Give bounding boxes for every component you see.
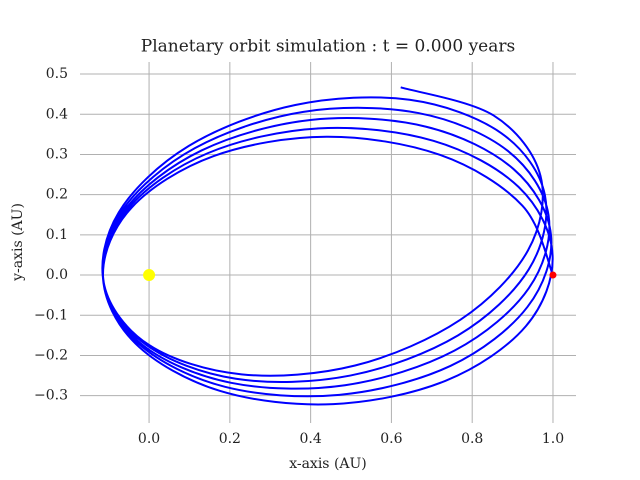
y-tick-label: 0.5 <box>46 66 68 82</box>
x-tick-label: 0.6 <box>380 431 402 447</box>
point <box>549 271 557 279</box>
y-tick-label: 0.1 <box>46 227 68 243</box>
x-tick-label: 0.4 <box>299 431 321 447</box>
x-axis-label: x-axis (AU) <box>289 456 367 472</box>
x-tick-label: 0.2 <box>219 431 241 447</box>
y-tick-label: −0.2 <box>34 347 68 363</box>
orbit-line <box>101 86 554 406</box>
x-tick-label: 0.0 <box>138 431 160 447</box>
y-tick-label: 0.3 <box>46 146 68 162</box>
point <box>143 269 156 282</box>
y-axis-label: y-axis (AU) <box>10 203 26 282</box>
y-tick-label: 0.0 <box>46 267 68 283</box>
y-tick-label: 0.2 <box>46 187 68 203</box>
chart-title: Planetary orbit simulation : t = 0.000 y… <box>141 37 515 57</box>
x-tick-label: 1.0 <box>542 431 564 447</box>
y-tick-label: −0.3 <box>34 388 68 404</box>
y-tick-label: −0.1 <box>34 307 68 323</box>
x-tick-label: 0.8 <box>461 431 483 447</box>
y-tick-label: 0.4 <box>46 106 68 122</box>
